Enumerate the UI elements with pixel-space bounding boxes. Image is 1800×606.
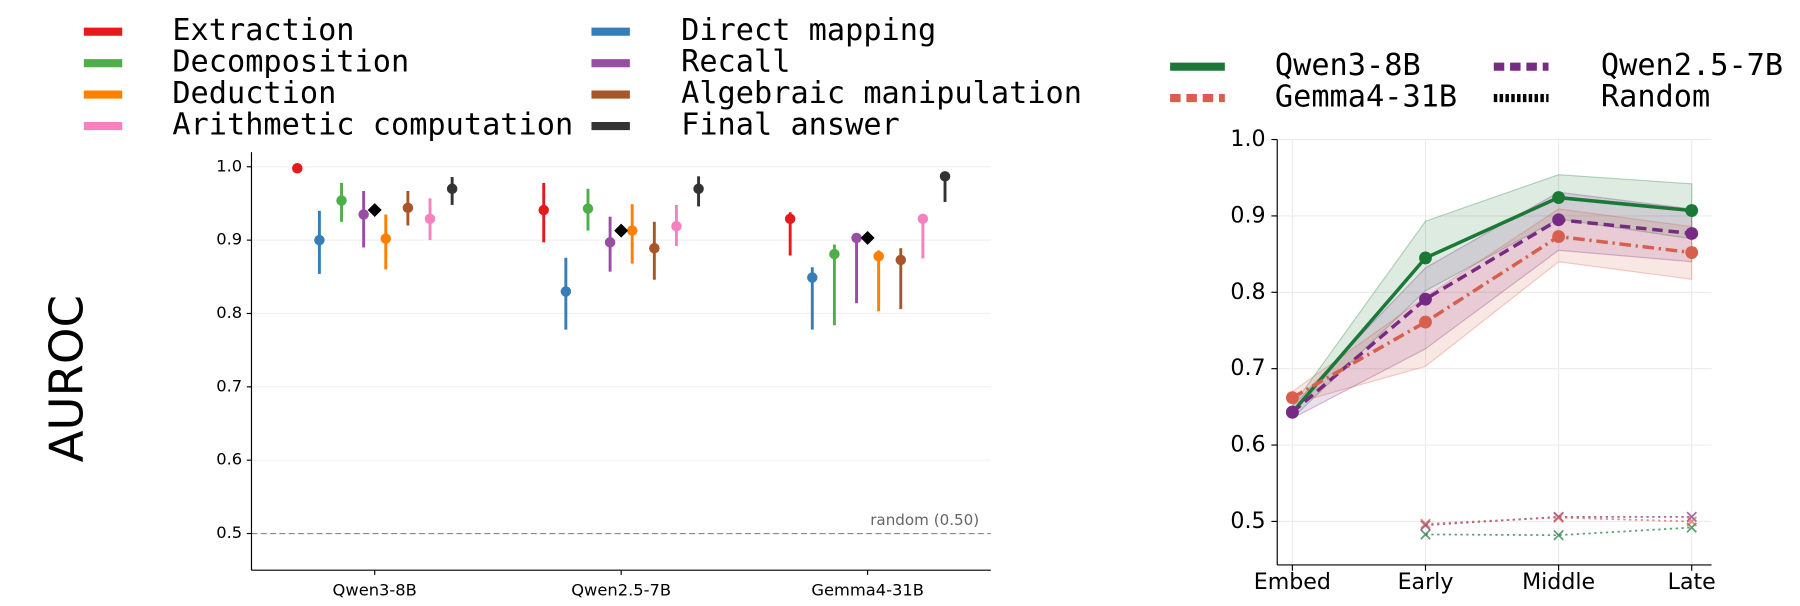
random-line <box>1425 515 1692 527</box>
point <box>1285 391 1299 405</box>
point <box>336 195 347 206</box>
random-marker <box>1686 511 1697 523</box>
legend-label: Decomposition <box>172 45 409 80</box>
point <box>693 183 704 195</box>
line <box>1291 234 1692 400</box>
random-marker <box>1420 518 1431 529</box>
point <box>446 183 458 195</box>
y-tick-label: 0.5 <box>216 523 242 542</box>
y-tick-label: 0.6 <box>1230 432 1265 458</box>
random-marker <box>1553 529 1564 541</box>
point <box>424 213 436 225</box>
line <box>1291 217 1692 414</box>
y-tick-label: 1.0 <box>216 156 242 175</box>
legend-label: Extraction <box>172 13 354 48</box>
point <box>1685 227 1699 240</box>
point <box>784 213 796 225</box>
x-tick-label: Qwen2.5-7B <box>571 581 671 600</box>
legend-label: Qwen3-8B <box>1275 48 1421 83</box>
legend-label: Deduction <box>172 76 336 111</box>
point <box>1552 191 1566 204</box>
band <box>1291 208 1693 405</box>
y-tick-label: 0.7 <box>216 376 242 395</box>
point <box>604 237 616 248</box>
mean-diamond <box>614 223 629 238</box>
random-label: random (0.50) <box>870 511 979 529</box>
legend-label: Final answer <box>681 108 900 143</box>
point <box>851 232 862 244</box>
x-tick-label: Embed <box>1254 569 1331 595</box>
y-axis-label: AUROC <box>39 295 93 462</box>
point <box>1419 292 1432 306</box>
y-tick-label: 0.9 <box>1230 202 1265 228</box>
line <box>1291 195 1692 414</box>
random-marker <box>1420 519 1431 531</box>
point <box>402 202 414 214</box>
y-tick-label: 1.0 <box>1230 126 1265 152</box>
y-tick-label: 0.8 <box>216 303 242 322</box>
legend-label: Arithmetic computation <box>172 108 573 143</box>
x-tick-label: Qwen3-8B <box>333 581 417 600</box>
x-tick-label: Gemma4-31B <box>811 581 924 600</box>
point <box>1552 213 1566 227</box>
point <box>671 220 682 232</box>
y-tick-label: 0.7 <box>1230 355 1265 381</box>
point <box>1685 204 1699 217</box>
point <box>939 171 951 182</box>
band <box>1291 191 1693 420</box>
x-tick-label: Late <box>1668 569 1716 595</box>
point <box>649 242 660 254</box>
point <box>829 248 840 260</box>
random-line <box>1425 516 1692 525</box>
point <box>1419 251 1432 265</box>
y-tick-label: 0.8 <box>1230 279 1265 305</box>
point <box>560 286 572 297</box>
point <box>807 272 818 283</box>
point <box>538 204 549 216</box>
point <box>1552 230 1566 243</box>
random-marker <box>1686 516 1697 527</box>
point <box>1685 246 1699 259</box>
y-tick-label: 0.5 <box>1230 508 1265 534</box>
legend-label: Algebraic manipulation <box>681 76 1082 111</box>
point <box>292 163 303 174</box>
point <box>626 225 638 236</box>
legend-label: Direct mapping <box>681 13 936 48</box>
point <box>582 203 594 214</box>
y-tick-label: 0.9 <box>216 230 242 249</box>
legend-label: Qwen2.5-7B <box>1601 48 1783 83</box>
point <box>1419 315 1432 329</box>
point <box>873 251 884 262</box>
point <box>358 209 369 220</box>
random-marker <box>1553 512 1564 523</box>
random-marker <box>1420 529 1431 540</box>
point <box>380 233 392 244</box>
point <box>895 254 907 266</box>
random-line <box>1425 526 1692 537</box>
mean-diamond <box>860 230 875 245</box>
point <box>1285 405 1299 419</box>
legend-label: Gemma4-31B <box>1275 80 1457 115</box>
legend-label: Random <box>1601 80 1710 115</box>
point <box>314 234 325 246</box>
point <box>917 213 929 225</box>
y-tick-label: 0.6 <box>216 450 242 469</box>
x-tick-label: Middle <box>1522 569 1595 595</box>
x-tick-label: Early <box>1398 569 1454 595</box>
mean-diamond <box>367 203 382 218</box>
legend-label: Recall <box>681 45 790 80</box>
